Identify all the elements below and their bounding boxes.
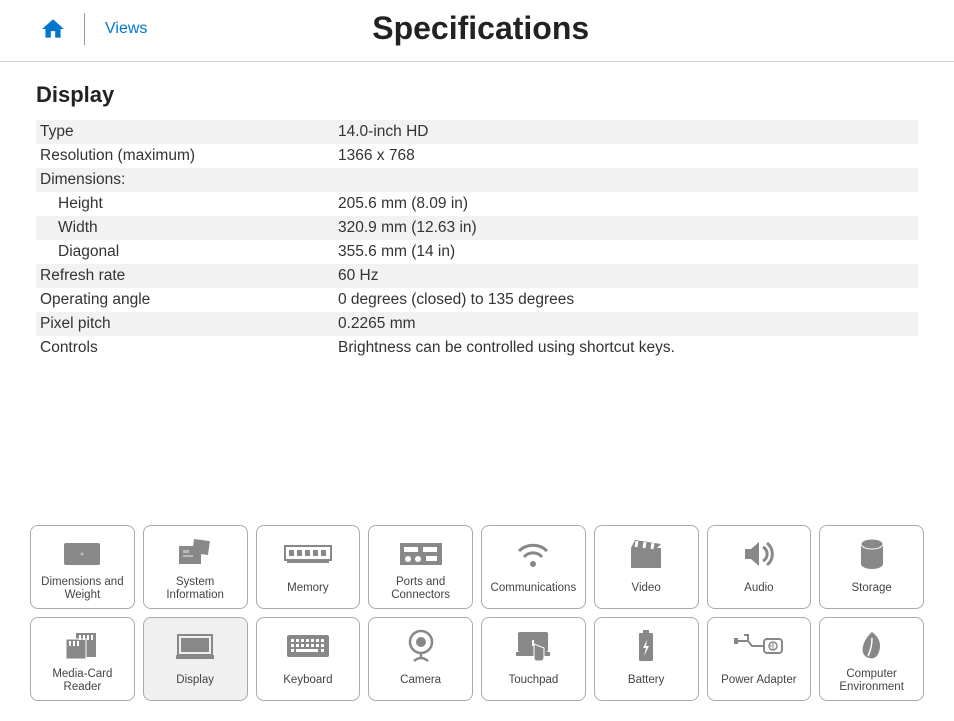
nav-card-mediacard[interactable]: Media-Card Reader bbox=[30, 617, 135, 701]
nav-card-env[interactable]: Computer Environment bbox=[819, 617, 924, 701]
nav-card-display[interactable]: Display bbox=[143, 617, 248, 701]
ports-icon bbox=[398, 532, 444, 576]
nav-cards: Dimensions and Weight System Information M… bbox=[0, 525, 954, 709]
nav-card-touchpad[interactable]: Touchpad bbox=[481, 617, 586, 701]
nav-card-audio[interactable]: Audio bbox=[707, 525, 812, 609]
card-label: Touchpad bbox=[508, 668, 558, 694]
card-label: Storage bbox=[851, 576, 891, 602]
nav-card-ports[interactable]: Ports and Connectors bbox=[368, 525, 473, 609]
card-label: Ports and Connectors bbox=[371, 576, 470, 602]
nav-card-video[interactable]: Video bbox=[594, 525, 699, 609]
keyboard-icon bbox=[285, 624, 331, 668]
nav-card-storage[interactable]: Storage bbox=[819, 525, 924, 609]
spec-row: Resolution (maximum)1366 x 768 bbox=[36, 144, 918, 168]
nav-card-battery[interactable]: Battery bbox=[594, 617, 699, 701]
dimensions-icon bbox=[60, 532, 104, 576]
card-label: Memory bbox=[287, 576, 329, 602]
audio-icon bbox=[741, 532, 777, 576]
card-label: Communications bbox=[491, 576, 577, 602]
spec-value: 1366 x 768 bbox=[338, 147, 415, 165]
nav-card-system-info[interactable]: System Information bbox=[143, 525, 248, 609]
page-title: Specifications bbox=[27, 10, 934, 47]
touchpad-icon bbox=[514, 624, 552, 668]
display-icon bbox=[174, 624, 216, 668]
spec-table: Type14.0-inch HDResolution (maximum)1366… bbox=[36, 120, 918, 360]
spec-label: Operating angle bbox=[40, 291, 338, 309]
spec-label: Height bbox=[40, 195, 338, 213]
spec-row: Refresh rate60 Hz bbox=[36, 264, 918, 288]
card-label: System Information bbox=[146, 576, 245, 602]
video-icon bbox=[627, 532, 665, 576]
card-row-2: Media-Card Reader Display Keyboard Camera To… bbox=[30, 617, 924, 701]
nav-card-camera[interactable]: Camera bbox=[368, 617, 473, 701]
spec-row: Height205.6 mm (8.09 in) bbox=[36, 192, 918, 216]
spec-label: Controls bbox=[40, 339, 338, 357]
spec-label: Width bbox=[40, 219, 338, 237]
card-label: Media-Card Reader bbox=[33, 668, 132, 694]
system-info-icon bbox=[173, 532, 217, 576]
card-label: Battery bbox=[628, 668, 664, 694]
spec-label: Resolution (maximum) bbox=[40, 147, 338, 165]
memory-icon bbox=[283, 532, 333, 576]
spec-row: ControlsBrightness can be controlled usi… bbox=[36, 336, 918, 360]
card-label: Computer Environment bbox=[822, 668, 921, 694]
card-row-1: Dimensions and Weight System Information M… bbox=[30, 525, 924, 609]
env-icon bbox=[859, 624, 885, 668]
content: Display Type14.0-inch HDResolution (maxi… bbox=[0, 62, 954, 360]
header: Views Specifications bbox=[0, 0, 954, 62]
spec-label: Pixel pitch bbox=[40, 315, 338, 333]
nav-card-keyboard[interactable]: Keyboard bbox=[256, 617, 361, 701]
nav-card-power[interactable]: Power Adapter bbox=[707, 617, 812, 701]
storage-icon bbox=[859, 532, 885, 576]
spec-row: Pixel pitch0.2265 mm bbox=[36, 312, 918, 336]
spec-value: 0.2265 mm bbox=[338, 315, 416, 333]
card-label: Dimensions and Weight bbox=[33, 576, 132, 602]
spec-value: 0 degrees (closed) to 135 degrees bbox=[338, 291, 574, 309]
card-label: Display bbox=[176, 668, 214, 694]
mediacard-icon bbox=[62, 624, 102, 668]
spec-value: 355.6 mm (14 in) bbox=[338, 243, 455, 261]
nav-card-dimensions[interactable]: Dimensions and Weight bbox=[30, 525, 135, 609]
card-label: Power Adapter bbox=[721, 668, 796, 694]
spec-value: 205.6 mm (8.09 in) bbox=[338, 195, 468, 213]
card-label: Camera bbox=[400, 668, 441, 694]
spec-row: Dimensions: bbox=[36, 168, 918, 192]
spec-label: Diagonal bbox=[40, 243, 338, 261]
spec-value: 320.9 mm (12.63 in) bbox=[338, 219, 477, 237]
spec-label: Type bbox=[40, 123, 338, 141]
spec-row: Width320.9 mm (12.63 in) bbox=[36, 216, 918, 240]
section-heading: Display bbox=[36, 82, 918, 108]
spec-row: Operating angle0 degrees (closed) to 135… bbox=[36, 288, 918, 312]
spec-row: Diagonal355.6 mm (14 in) bbox=[36, 240, 918, 264]
spec-value: 14.0-inch HD bbox=[338, 123, 428, 141]
card-label: Video bbox=[632, 576, 661, 602]
spec-label: Dimensions: bbox=[40, 171, 338, 189]
spec-row: Type14.0-inch HD bbox=[36, 120, 918, 144]
nav-card-memory[interactable]: Memory bbox=[256, 525, 361, 609]
card-label: Audio bbox=[744, 576, 773, 602]
spec-label: Refresh rate bbox=[40, 267, 338, 285]
nav-card-comms[interactable]: Communications bbox=[481, 525, 586, 609]
battery-icon bbox=[637, 624, 655, 668]
spec-value: 60 Hz bbox=[338, 267, 379, 285]
spec-value: Brightness can be controlled using short… bbox=[338, 339, 675, 357]
camera-icon bbox=[406, 624, 436, 668]
card-label: Keyboard bbox=[283, 668, 332, 694]
power-icon bbox=[734, 624, 784, 668]
comms-icon bbox=[515, 532, 551, 576]
